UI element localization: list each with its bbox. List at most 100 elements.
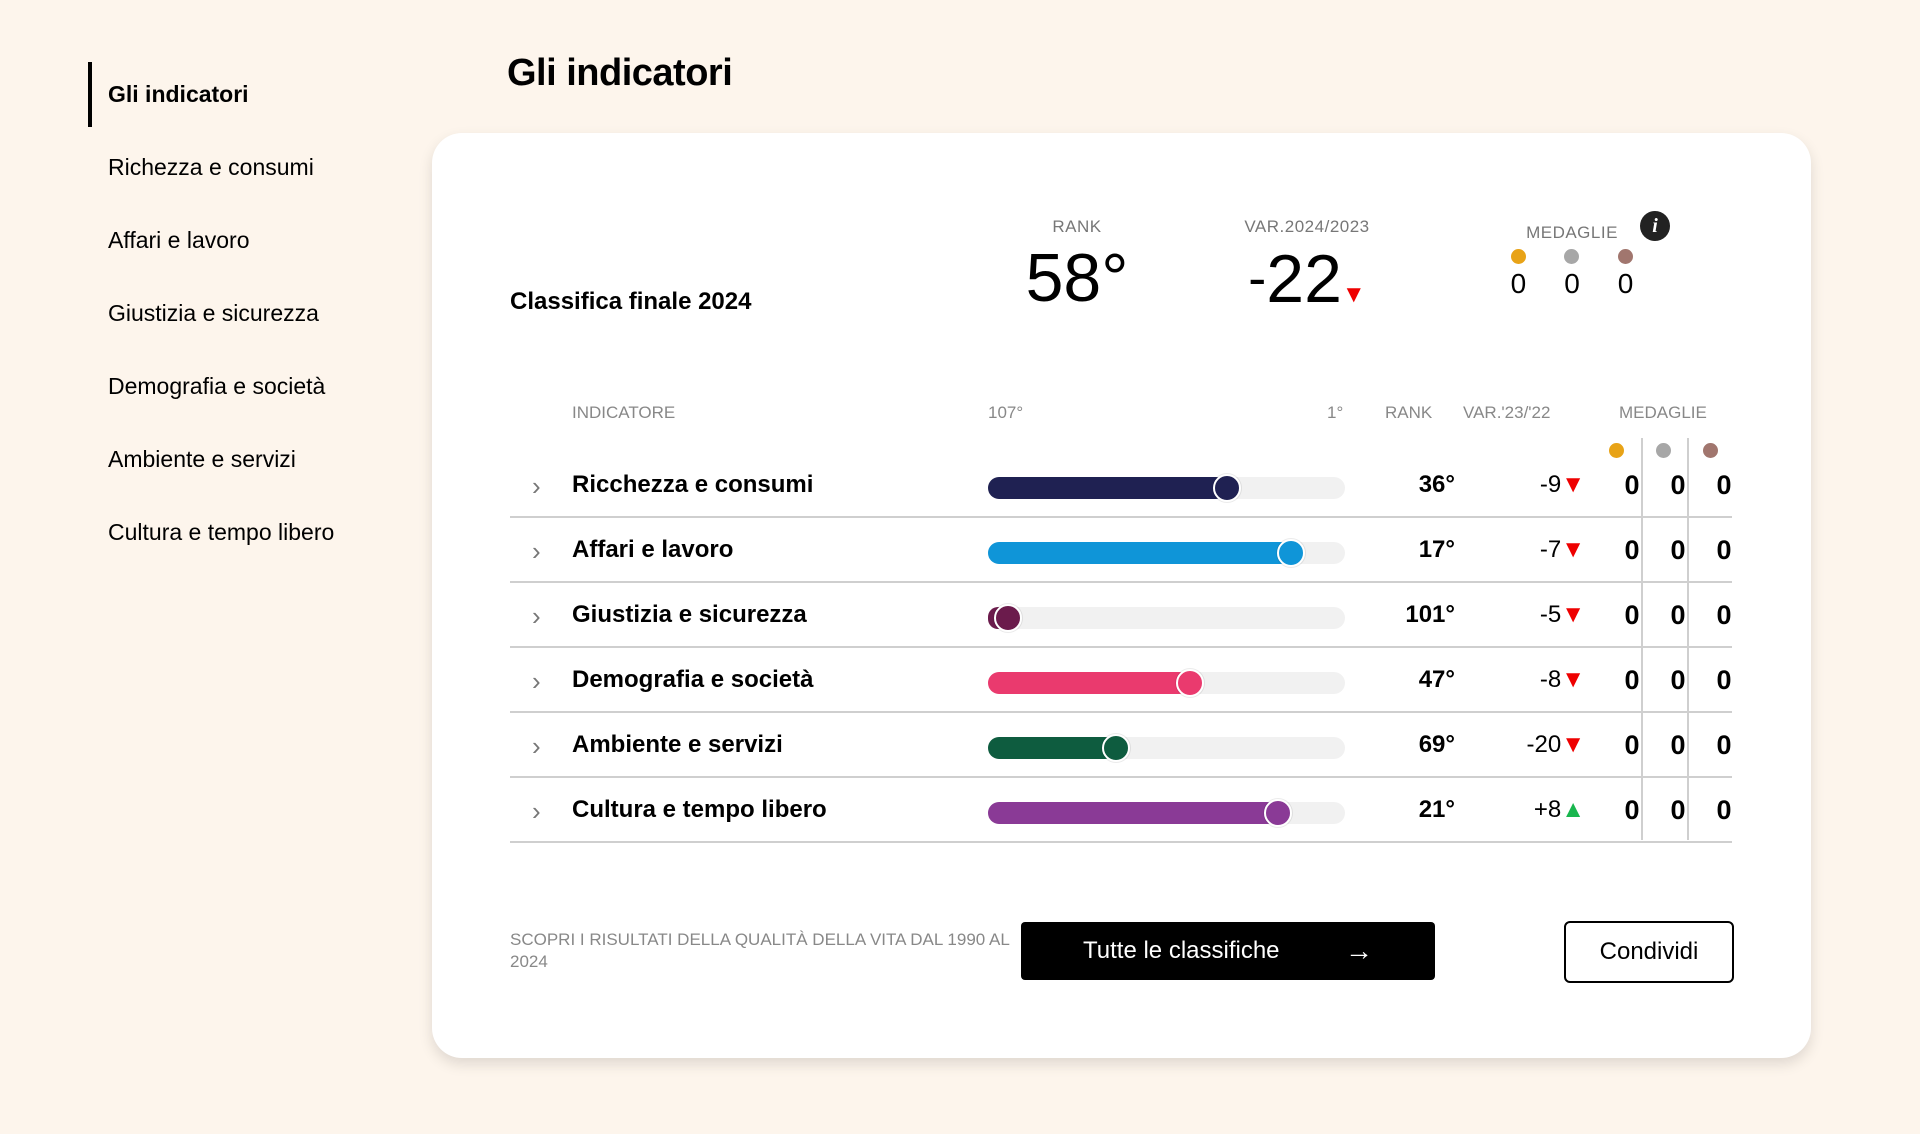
sidebar-item-demografia-e-societa[interactable]: Demografia e società [108, 373, 326, 399]
summary-title: Classifica finale 2024 [510, 288, 752, 315]
header-scale-max: 1° [1327, 403, 1344, 422]
header-medals: MEDAGLIE [1619, 403, 1707, 422]
header-rank: RANK [1385, 403, 1433, 422]
table-row[interactable]: › Affari e lavoro 17° -7▼ 0 0 0 [510, 518, 1732, 583]
indicator-rank: 47° [1418, 666, 1455, 693]
silver-medal-count: 0 [1670, 730, 1686, 760]
indicator-rank: 101° [1405, 601, 1455, 628]
chevron-right-icon[interactable]: › [532, 536, 541, 566]
indicator-variation-value: -7 [1539, 536, 1562, 563]
medal-column-divider [1641, 438, 1643, 840]
page-title: Gli indicatori [507, 52, 733, 94]
silver-medal-count: 0 [1670, 470, 1686, 500]
indicator-name[interactable]: Giustizia e sicurezza [572, 601, 807, 628]
bronze-medal-count: 0 [1716, 600, 1732, 630]
sidebar-item-cultura-e-tempo-libero[interactable]: Cultura e tempo libero [108, 519, 335, 545]
history-note: SCOPRI I RISULTATI DELLA QUALITÀ DELLA V… [510, 930, 1010, 971]
indicator-name[interactable]: Ricchezza e consumi [572, 471, 814, 498]
silver-medal-count: 0 [1670, 535, 1686, 565]
bronze-medal-count: 0 [1716, 535, 1732, 565]
rank-marker [994, 604, 1022, 632]
rank-marker [1277, 539, 1305, 567]
bronze-medal-icon [1618, 249, 1634, 264]
medal-column-divider [1687, 438, 1689, 840]
gold-medal-icon [1609, 443, 1624, 458]
table-row[interactable]: › Cultura e tempo libero 21° +8▲ 0 0 0 [510, 778, 1732, 843]
chevron-right-icon[interactable]: › [532, 471, 541, 501]
summary-rank-value: 58° [1025, 240, 1129, 316]
summary-variation: VAR.2024/2023 -22▼ [1222, 217, 1392, 334]
sidebar-item-affari-e-lavoro[interactable]: Affari e lavoro [108, 227, 250, 253]
indicator-variation-value: +8 [1533, 796, 1562, 823]
gold-medal-icon [1510, 249, 1526, 264]
indicator-variation: +8▲ [1470, 796, 1585, 824]
indicator-name[interactable]: Demografia e società [572, 666, 814, 693]
rank-track [988, 799, 1345, 827]
trend-down-icon: ▼ [1341, 281, 1366, 308]
summary-bronze-count: 0 [1617, 268, 1634, 299]
indicator-variation-value: -8 [1539, 666, 1562, 693]
rank-bar [988, 802, 1278, 824]
summary-medals: MEDAGLIE i 0 0 0 [1482, 211, 1670, 300]
summary-silver-count: 0 [1564, 268, 1580, 299]
share-button[interactable]: Condividi [1564, 921, 1734, 983]
indicator-variation: -9▼ [1470, 471, 1585, 499]
table-row[interactable]: › Demografia e società 47° -8▼ 0 0 0 [510, 648, 1732, 713]
rank-marker [1213, 474, 1241, 502]
all-rankings-button[interactable]: Tutte le classifiche → [1021, 922, 1435, 980]
table-row[interactable]: › Ricchezza e consumi 36° -9▼ 0 0 0 [510, 453, 1732, 518]
silver-medal-count: 0 [1670, 600, 1686, 630]
gold-medal-count: 0 [1624, 665, 1640, 695]
silver-medal-icon [1564, 249, 1580, 264]
trend-down-icon: ▼ [1561, 666, 1585, 693]
indicator-rank: 21° [1418, 796, 1455, 823]
table-row[interactable]: › Giustizia e sicurezza 101° -5▼ 0 0 0 [510, 583, 1732, 648]
silver-medal-icon [1656, 443, 1671, 458]
sidebar-item-giustizia-e-sicurezza[interactable]: Giustizia e sicurezza [108, 300, 319, 326]
summary-var-sign: - [1248, 248, 1267, 308]
indicator-name[interactable]: Ambiente e servizi [572, 731, 783, 758]
gold-medal-count: 0 [1624, 600, 1640, 630]
header-scale-min: 107° [988, 403, 1024, 422]
silver-medal-count: 0 [1670, 795, 1686, 825]
header-var: VAR.'23/'22 [1463, 403, 1551, 422]
gold-medal-count: 0 [1624, 470, 1640, 500]
sidebar-nav: Gli indicatori Richezza e consumi Affari… [88, 62, 388, 573]
indicators-card: Classifica finale 2024 RANK 58° VAR.2024… [432, 133, 1811, 1058]
chevron-right-icon[interactable]: › [532, 796, 541, 826]
indicator-rank: 69° [1418, 731, 1455, 758]
rank-bar [988, 672, 1190, 694]
rank-bar [988, 737, 1116, 759]
rank-bar [988, 477, 1227, 499]
rank-bar [988, 542, 1291, 564]
rank-track [988, 539, 1345, 567]
chevron-right-icon[interactable]: › [532, 601, 541, 631]
indicator-name[interactable]: Affari e lavoro [572, 536, 734, 563]
trend-down-icon: ▼ [1561, 731, 1585, 758]
summary-gold-count: 0 [1510, 268, 1527, 299]
rank-marker [1264, 799, 1292, 827]
chevron-right-icon[interactable]: › [532, 666, 541, 696]
indicator-rank: 17° [1418, 536, 1455, 563]
rank-marker [1176, 669, 1204, 697]
indicator-variation: -5▼ [1470, 601, 1585, 629]
info-icon[interactable]: i [1640, 211, 1670, 241]
indicator-name[interactable]: Cultura e tempo libero [572, 796, 827, 823]
table-row[interactable]: › Ambiente e servizi 69° -20▼ 0 0 0 [510, 713, 1732, 778]
sidebar-item-gli-indicatori[interactable]: Gli indicatori [88, 62, 388, 135]
trend-down-icon: ▼ [1561, 471, 1585, 498]
rank-track [988, 474, 1345, 502]
trend-down-icon: ▼ [1561, 536, 1585, 563]
summary-var-label: VAR.2024/2023 [1244, 217, 1370, 236]
sidebar-item-ambiente-e-servizi[interactable]: Ambiente e servizi [108, 446, 296, 472]
gold-medal-count: 0 [1624, 730, 1640, 760]
chevron-right-icon[interactable]: › [532, 731, 541, 761]
sidebar-item-ricchezza-e-consumi[interactable]: Richezza e consumi [108, 154, 314, 180]
summary-medals-label: MEDAGLIE [1526, 223, 1618, 242]
silver-medal-count: 0 [1670, 665, 1686, 695]
summary-rank: RANK 58° [1002, 217, 1152, 317]
gold-medal-count: 0 [1624, 795, 1640, 825]
indicator-rank: 36° [1418, 471, 1455, 498]
indicator-variation-value: -5 [1539, 601, 1562, 628]
table-header: INDICATORE 107° 1° RANK VAR.'23/'22 MEDA… [432, 403, 1811, 433]
